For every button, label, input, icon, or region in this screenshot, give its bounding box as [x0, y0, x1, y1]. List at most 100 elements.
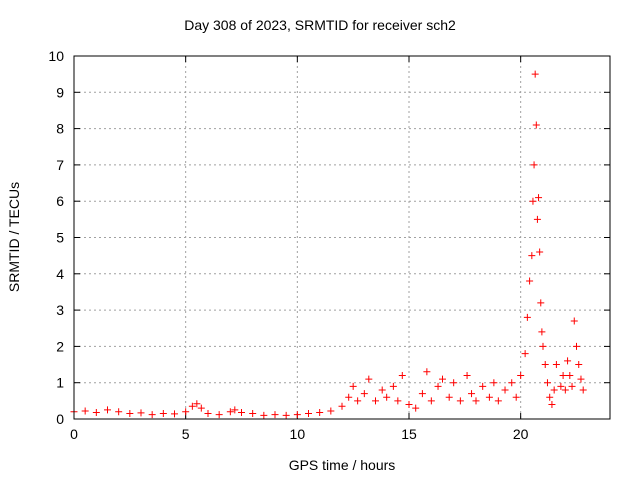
data-point	[533, 215, 541, 223]
data-point	[535, 194, 543, 202]
data-point	[204, 410, 212, 418]
data-point	[463, 371, 471, 379]
data-point	[365, 375, 373, 383]
data-point	[260, 411, 268, 419]
data-point	[126, 410, 134, 418]
y-tick-label: 6	[56, 193, 64, 209]
data-point	[182, 408, 190, 416]
data-point	[249, 410, 257, 418]
data-point	[305, 410, 312, 418]
data-point	[231, 406, 239, 414]
data-point	[577, 375, 585, 383]
data-point	[92, 408, 100, 416]
data-point	[434, 382, 442, 390]
data-point	[427, 397, 435, 405]
data-point	[115, 408, 123, 416]
data-point	[450, 379, 458, 387]
data-point	[418, 390, 426, 398]
data-point	[559, 371, 567, 379]
data-point	[579, 386, 587, 394]
data-point	[104, 406, 111, 414]
y-tick-label: 2	[56, 338, 64, 354]
data-point	[537, 299, 545, 307]
data-point	[557, 382, 565, 390]
data-point	[439, 375, 446, 383]
data-point	[490, 379, 498, 387]
data-point	[271, 411, 279, 419]
y-tick-label: 1	[56, 375, 64, 391]
data-point	[405, 400, 413, 408]
data-point	[529, 197, 537, 205]
data-point	[389, 382, 397, 390]
data-point	[532, 121, 540, 129]
data-point	[523, 313, 531, 321]
data-point	[566, 371, 574, 379]
data-point	[564, 357, 572, 365]
data-point	[383, 393, 391, 401]
x-axis-ticks: 0 5 10 15 20	[70, 56, 529, 442]
data-point	[81, 407, 89, 415]
data-point	[508, 379, 516, 387]
data-point	[456, 397, 464, 405]
data-point	[197, 404, 205, 412]
data-point	[552, 361, 560, 369]
data-point	[372, 397, 379, 405]
data-point	[423, 368, 431, 376]
y-tick-label: 7	[56, 157, 64, 173]
y-tick-label: 8	[56, 121, 64, 137]
y-tick-label: 0	[56, 411, 64, 427]
data-point	[536, 248, 544, 256]
y-axis-ticks: 0 1 2 3 4 5 6 7 8 9 10	[48, 48, 610, 427]
data-point	[531, 70, 539, 78]
data-point	[226, 408, 234, 416]
data-point	[561, 386, 569, 394]
data-point	[137, 409, 145, 417]
data-point	[575, 361, 583, 369]
data-point	[398, 371, 406, 379]
data-point	[479, 382, 487, 390]
data-point	[517, 371, 525, 379]
x-tick-label: 5	[182, 426, 190, 442]
data-point	[494, 397, 502, 405]
data-point	[501, 386, 509, 394]
data-point	[394, 397, 402, 405]
y-tick-label: 4	[56, 266, 64, 282]
data-points	[70, 70, 587, 419]
plot-frame	[73, 55, 611, 420]
data-point	[345, 393, 353, 401]
data-point	[360, 390, 368, 398]
data-point	[412, 404, 420, 412]
data-point	[538, 328, 546, 336]
x-tick-label: 15	[401, 426, 417, 442]
y-tick-label: 5	[56, 230, 64, 246]
data-point	[472, 397, 480, 405]
data-point	[543, 379, 551, 387]
data-point	[530, 161, 538, 169]
data-point	[293, 411, 301, 419]
data-point	[528, 252, 536, 260]
data-point	[148, 411, 156, 419]
data-point	[573, 342, 580, 350]
y-tick-label: 9	[56, 84, 64, 100]
data-point	[568, 382, 576, 390]
y-axis-label: SRMTID / TECUs	[6, 181, 22, 293]
data-point	[338, 402, 346, 410]
data-point	[546, 393, 554, 401]
data-point	[468, 390, 476, 398]
data-point	[282, 411, 290, 419]
x-axis-label: GPS time / hours	[288, 457, 396, 473]
data-point	[215, 411, 223, 419]
chart-title: Day 308 of 2023, SRMTID for receiver sch…	[184, 17, 456, 33]
grid-lines	[74, 56, 610, 419]
data-point	[550, 386, 558, 394]
data-point	[378, 386, 386, 394]
data-point	[539, 342, 547, 350]
data-point	[188, 402, 196, 410]
data-point	[512, 393, 520, 401]
data-point	[541, 361, 549, 369]
data-point	[485, 393, 493, 401]
data-point	[327, 407, 335, 415]
y-tick-label: 10	[48, 48, 64, 64]
data-point	[159, 410, 167, 418]
